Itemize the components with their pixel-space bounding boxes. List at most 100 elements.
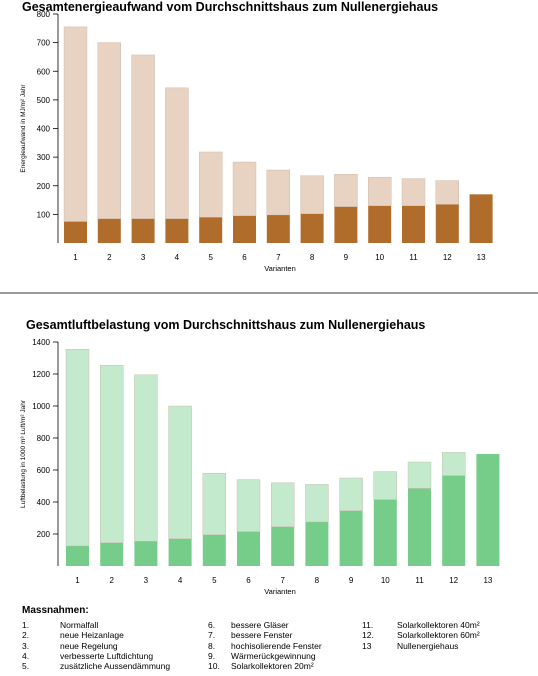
x-tick-label: 6 bbox=[246, 576, 251, 585]
bar-top-segment bbox=[65, 349, 90, 547]
chart-title-energy: Gesamtenergieaufwand vom Durchschnittsha… bbox=[22, 0, 439, 14]
bar-top-segment bbox=[236, 479, 261, 532]
x-tick-label: 9 bbox=[344, 253, 349, 262]
legend-item-text: hochisolierende Fenster bbox=[231, 640, 322, 651]
y-axis-title: Energieaufwand in MJ/m² Jahr bbox=[20, 84, 27, 173]
section-divider bbox=[0, 292, 538, 294]
y-tick-label: 600 bbox=[37, 466, 51, 475]
x-tick-label: 13 bbox=[483, 576, 492, 585]
bar-top-segment bbox=[198, 151, 223, 218]
legend-item-number: 5. bbox=[22, 661, 30, 672]
bar-top-segment bbox=[373, 471, 397, 500]
y-tick-label: 400 bbox=[37, 125, 51, 134]
x-tick-label: 8 bbox=[310, 253, 315, 262]
bar-top-segment bbox=[271, 482, 295, 528]
legend-item-text: neue Regelung bbox=[60, 640, 118, 651]
legend-item-number: 2. bbox=[22, 630, 30, 641]
air-pollution-bar-chart: 200 400 600 800 1000 1200 1400 Luftbelastung in… bbox=[20, 338, 500, 596]
bar-top-segment bbox=[202, 472, 227, 535]
x-tick-label: 2 bbox=[109, 576, 114, 585]
y-tick-label: 200 bbox=[37, 530, 51, 539]
x-tick-label: 3 bbox=[141, 253, 146, 262]
x-tick-label: 12 bbox=[443, 253, 452, 262]
legend-item-number: 12. bbox=[362, 630, 374, 641]
legend-item-text: bessere Gläser bbox=[231, 620, 289, 630]
x-tick-label: 6 bbox=[242, 253, 247, 262]
x-tick-label: 12 bbox=[449, 576, 458, 585]
x-tick-label: 5 bbox=[212, 576, 217, 585]
x-tick-label: 10 bbox=[375, 253, 384, 262]
bar-top-segment bbox=[305, 484, 329, 523]
y-tick-label: 800 bbox=[37, 10, 51, 19]
x-tick-label: 5 bbox=[208, 253, 213, 262]
x-tick-label: 1 bbox=[73, 253, 78, 262]
bar-base-segment bbox=[408, 488, 431, 566]
y-tick-label: 1200 bbox=[32, 370, 50, 379]
legend-item-number: 8. bbox=[208, 640, 216, 651]
bar-base-segment bbox=[476, 454, 500, 566]
legend-item-number: 10. bbox=[208, 661, 220, 672]
x-tick-label: 7 bbox=[280, 576, 285, 585]
bar-base-segment bbox=[233, 215, 256, 243]
bar-top-segment bbox=[99, 365, 124, 544]
bar-base-segment bbox=[402, 205, 425, 243]
legend-item-text: Wärmerückgewinnung bbox=[231, 650, 316, 661]
x-tick-label: 13 bbox=[477, 253, 486, 262]
y-tick-label: 100 bbox=[37, 210, 51, 219]
bar-base-segment bbox=[202, 534, 226, 566]
bar-base-segment bbox=[199, 217, 223, 243]
bar-top-segment bbox=[131, 54, 155, 219]
measures-legend: Massnahmen: 1. Normalfall 2. neue Heizanlag… bbox=[22, 605, 538, 676]
x-axis-title: Varianten bbox=[264, 264, 296, 273]
bar-top-segment bbox=[97, 42, 122, 219]
bar-base-segment bbox=[165, 218, 189, 243]
bar-base-segment bbox=[435, 204, 459, 243]
y-tick-label: 700 bbox=[37, 39, 51, 48]
bar-top-segment bbox=[165, 87, 189, 219]
bar-base-segment bbox=[100, 542, 124, 566]
bar-top-segment bbox=[266, 169, 290, 216]
bar-top-segment bbox=[334, 174, 358, 207]
x-tick-label: 11 bbox=[415, 576, 424, 585]
x-tick-label: 8 bbox=[315, 576, 320, 585]
bar-base-segment bbox=[373, 499, 397, 566]
legend-item-number: 4. bbox=[22, 650, 30, 661]
bar-top-segment bbox=[442, 452, 466, 476]
y-tick-label: 800 bbox=[37, 434, 51, 443]
bar-base-segment bbox=[334, 206, 358, 243]
legend-item-number: 11. bbox=[362, 620, 374, 630]
bar-base-segment bbox=[237, 531, 260, 566]
x-tick-label: 9 bbox=[349, 576, 354, 585]
x-tick-label: 7 bbox=[276, 253, 281, 262]
legend-item-text: bessere Fenster bbox=[231, 630, 293, 641]
x-tick-label: 4 bbox=[175, 253, 180, 262]
bar-top-segment bbox=[435, 180, 459, 205]
bar-base-segment bbox=[64, 221, 87, 243]
x-tick-label: 10 bbox=[381, 576, 390, 585]
bar-base-segment bbox=[97, 218, 121, 243]
bar-top-segment bbox=[300, 175, 324, 215]
legend-item-number: 6. bbox=[208, 620, 216, 630]
legend-item-text: Solarkollektoren 20m² bbox=[231, 661, 314, 672]
legend-title: Massnahmen: bbox=[22, 605, 89, 616]
legend-item-text: Solarkollektoren 40m² bbox=[397, 620, 480, 630]
legend-item-number: 1. bbox=[22, 620, 30, 630]
legend-item-text: Nullenergiehaus bbox=[397, 640, 459, 651]
legend-item-text: Normalfall bbox=[60, 620, 99, 630]
bar-base-segment bbox=[134, 541, 158, 566]
x-tick-label: 2 bbox=[107, 253, 112, 262]
bar-base-segment bbox=[339, 510, 363, 566]
x-axis-title: Varianten bbox=[264, 587, 296, 596]
bar-base-segment bbox=[368, 205, 392, 243]
legend-item-number: 7. bbox=[208, 630, 216, 641]
x-tick-label: 1 bbox=[75, 576, 80, 585]
x-tick-label: 4 bbox=[178, 576, 183, 585]
bar-top-segment bbox=[401, 178, 426, 206]
legend-item-text: verbesserte Luftdichtung bbox=[60, 650, 154, 661]
y-tick-label: 500 bbox=[37, 96, 51, 105]
bar-base-segment bbox=[442, 475, 466, 566]
y-tick-label: 200 bbox=[37, 182, 51, 191]
x-tick-label: 11 bbox=[409, 253, 418, 262]
x-tick-label: 3 bbox=[144, 576, 149, 585]
bar-base-segment bbox=[271, 526, 295, 566]
